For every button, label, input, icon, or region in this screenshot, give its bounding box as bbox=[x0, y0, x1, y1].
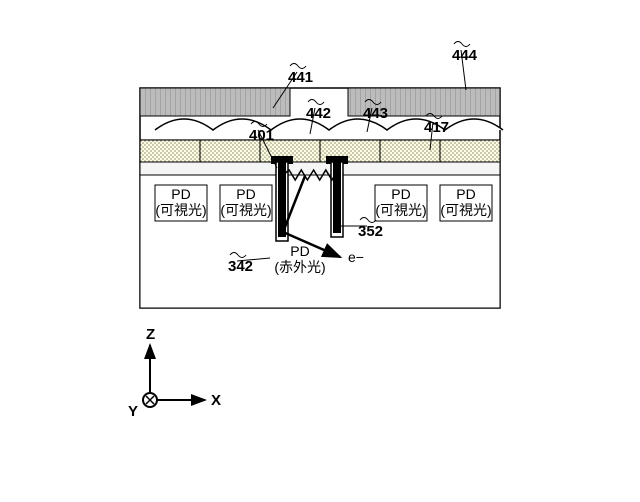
callout-l442: 442 bbox=[306, 105, 331, 122]
pd-visible-label1: PD bbox=[236, 186, 255, 202]
pd-visible-label2: (可視光) bbox=[155, 202, 206, 218]
pd-visible-label2: (可視光) bbox=[440, 202, 491, 218]
callout-l443: 443 bbox=[363, 105, 388, 122]
callout-l401: 401 bbox=[249, 127, 274, 144]
callout-l417: 417 bbox=[424, 119, 449, 136]
axis-y-label: Y bbox=[128, 403, 138, 420]
axis-x-label: X bbox=[211, 392, 221, 409]
axis-z-label: Z bbox=[146, 326, 155, 343]
callout-l444: 444 bbox=[452, 47, 478, 64]
callout-l342: 342 bbox=[228, 258, 253, 275]
pd-ir-label2: (赤外光) bbox=[274, 259, 325, 275]
pd-visible-label2: (可視光) bbox=[220, 202, 271, 218]
pd-visible-label1: PD bbox=[391, 186, 410, 202]
pd-ir-label1: PD bbox=[290, 243, 309, 259]
pd-visible-label2: (可視光) bbox=[375, 202, 426, 218]
pd-visible-label1: PD bbox=[171, 186, 190, 202]
electron-label: e− bbox=[348, 249, 364, 265]
interlayer bbox=[140, 162, 500, 175]
pd-visible-label1: PD bbox=[456, 186, 475, 202]
top-bar-left bbox=[140, 88, 290, 116]
callout-l441: 441 bbox=[288, 69, 313, 86]
diagram-canvas: PD(可視光)PD(可視光)PD(可視光)PD(可視光)PD(赤外光)e−444… bbox=[0, 0, 640, 502]
callout-l352: 352 bbox=[358, 223, 383, 240]
